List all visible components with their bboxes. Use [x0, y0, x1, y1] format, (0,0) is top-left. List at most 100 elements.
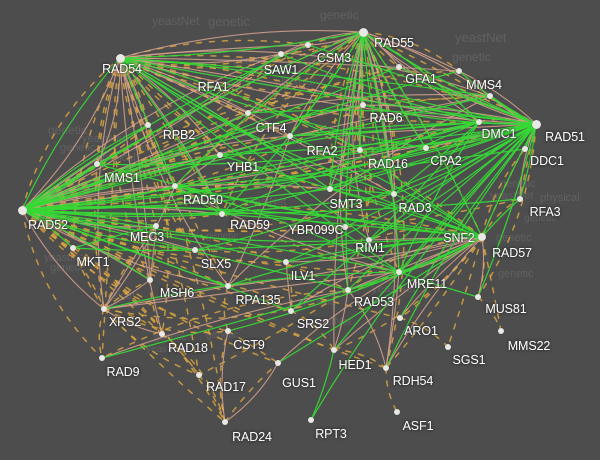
- edge-physical: [280, 31, 364, 55]
- node-msh6[interactable]: [146, 276, 154, 284]
- edge-yeastNet: [174, 121, 480, 187]
- node-rpb2[interactable]: [144, 121, 152, 129]
- node-mkt1[interactable]: [69, 244, 77, 252]
- node-snf2[interactable]: [478, 233, 486, 241]
- edge-yeastNet: [289, 121, 480, 137]
- node-rfa2[interactable]: [286, 132, 294, 140]
- node-rfa1[interactable]: [486, 92, 494, 100]
- node-gus1[interactable]: [274, 359, 282, 367]
- node-rpt3[interactable]: [307, 416, 315, 424]
- watermark-yeastnet: yeastNet: [146, 344, 186, 355]
- edge-genetic: [399, 317, 449, 348]
- node-ctf4[interactable]: [244, 109, 252, 117]
- node-label-rim1: RIM1: [355, 241, 385, 255]
- watermark-genetic: genetic: [122, 143, 155, 154]
- edge-yeastNet: [481, 123, 537, 238]
- node-mre11[interactable]: [395, 268, 403, 276]
- edge-physical: [103, 279, 151, 310]
- node-rad9[interactable]: [98, 354, 106, 362]
- edge-genetic: [119, 57, 221, 156]
- node-hed1[interactable]: [330, 346, 338, 354]
- edge-yeastNet: [21, 104, 364, 211]
- node-cst9[interactable]: [224, 327, 232, 335]
- node-xrs2[interactable]: [100, 305, 108, 313]
- edge-yeastNet: [393, 193, 483, 238]
- node-saw1[interactable]: [277, 50, 285, 58]
- node-sgs1[interactable]: [444, 343, 452, 351]
- edge-yeastNet: [289, 31, 364, 137]
- node-label-mms22: MMS22: [507, 339, 551, 353]
- node-mms1[interactable]: [93, 160, 101, 168]
- edge-physical: [103, 285, 229, 310]
- edge-yeastNet: [96, 123, 537, 166]
- edge-genetic: [119, 57, 196, 251]
- node-srs2[interactable]: [287, 307, 295, 315]
- edge-yeastNet: [393, 121, 480, 195]
- node-rfa3[interactable]: [516, 195, 524, 203]
- node-mec3[interactable]: [152, 222, 160, 230]
- edge-yeastNet: [119, 57, 400, 273]
- node-gfa1[interactable]: [395, 63, 403, 71]
- node-rim1[interactable]: [365, 236, 373, 244]
- edge-yeastNet: [21, 209, 287, 263]
- node-slx5[interactable]: [191, 246, 199, 254]
- edge-physical: [103, 271, 400, 310]
- node-label-smt3: SMT3: [329, 197, 363, 211]
- edge-yeastNet: [103, 271, 400, 310]
- node-rad54[interactable]: [115, 53, 125, 63]
- edge-genetic: [290, 310, 335, 351]
- node-smt3[interactable]: [326, 185, 334, 193]
- node-rpa135[interactable]: [224, 282, 232, 290]
- edge-yeastNet: [385, 123, 537, 369]
- edge-physical: [221, 330, 229, 423]
- node-ybr099c[interactable]: [341, 223, 349, 231]
- edge-yeastNet: [227, 236, 483, 287]
- edge-yeastNet: [21, 209, 223, 218]
- node-rad55[interactable]: [358, 27, 368, 37]
- edge-yeastNet: [398, 123, 537, 273]
- node-rad17[interactable]: [195, 371, 203, 379]
- node-rad16[interactable]: [356, 146, 364, 154]
- node-mus81[interactable]: [474, 293, 482, 301]
- node-rad53[interactable]: [344, 286, 352, 294]
- node-rad18[interactable]: [158, 330, 166, 338]
- node-rdh54[interactable]: [382, 364, 390, 372]
- node-dmc1[interactable]: [475, 118, 483, 126]
- edge-genetic: [285, 261, 293, 312]
- node-mms4[interactable]: [455, 67, 463, 75]
- edge-yeastNet: [21, 209, 292, 312]
- node-csm3[interactable]: [304, 41, 312, 49]
- edge-yeastNet: [398, 121, 480, 273]
- node-yhb1[interactable]: [216, 151, 224, 159]
- node-label-rad53: RAD53: [354, 295, 394, 309]
- node-rad51[interactable]: [531, 119, 541, 129]
- node-label-cpa2: CPA2: [430, 154, 462, 168]
- node-asf1[interactable]: [393, 408, 401, 416]
- node-cpa2[interactable]: [422, 144, 430, 152]
- node-ilv1[interactable]: [282, 258, 290, 266]
- node-rad3[interactable]: [390, 190, 398, 198]
- edge-genetic: [119, 39, 309, 59]
- watermark-genetic: genetic: [452, 50, 491, 64]
- node-rad52[interactable]: [17, 205, 27, 215]
- node-ddc1[interactable]: [521, 145, 529, 153]
- node-rad6[interactable]: [359, 101, 367, 109]
- edge-genetic: [333, 236, 483, 351]
- node-rad24[interactable]: [221, 418, 229, 426]
- edge-genetic: [21, 209, 292, 312]
- node-aro1[interactable]: [396, 314, 404, 322]
- edge-yeastNet: [362, 31, 427, 149]
- node-rad50[interactable]: [171, 182, 179, 190]
- node-rad59[interactable]: [218, 210, 226, 218]
- edge-yeastNet: [119, 57, 331, 190]
- node-mms22[interactable]: [497, 327, 505, 335]
- edge-yeastNet: [119, 57, 361, 151]
- edge-physical: [333, 31, 364, 351]
- edge-physical: [119, 57, 163, 335]
- edge-yeastNet: [347, 271, 400, 291]
- edge-yeastNet: [21, 121, 480, 211]
- watermark-yeastnet: yeastNet: [152, 14, 200, 28]
- node-label-mkt1: MKT1: [76, 255, 110, 269]
